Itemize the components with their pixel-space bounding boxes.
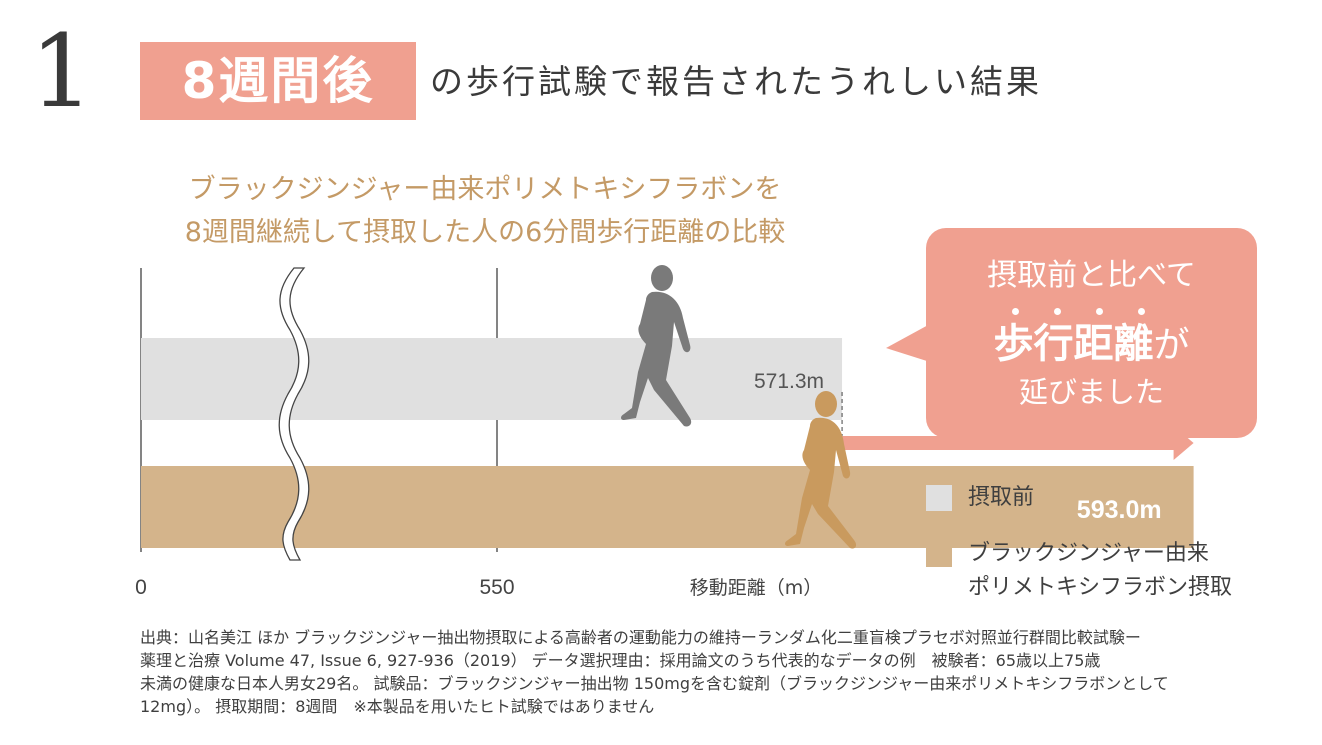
footnote-line-3: 未満の健康な日本人男女29名。 試験品：ブラックジンジャー抽出物 150mgを含… (140, 674, 1169, 693)
walking-person-before-icon (621, 265, 692, 427)
footnote-line-2: 薬理と治療 Volume 47, Issue 6, 927-936（2019） … (140, 651, 1101, 670)
callout-line-1: 摂取前と比べて (987, 258, 1196, 293)
emphasis-dots (926, 308, 1257, 318)
axis-break-mark (278, 267, 310, 561)
subtitle-line-1: ブラックジンジャー由来ポリメトキシフラボンを (188, 174, 782, 205)
bar-before (141, 338, 843, 420)
section-number: 1 (30, 13, 94, 130)
callout-line-2: 歩行距離が (926, 322, 1257, 368)
footnote-line-1: 出典：山名美江 ほか ブラックジンジャー抽出物摂取による高齢者の運動能力の維持ー… (140, 628, 1141, 647)
subtitle-line-2: 8週間継続して摂取した人の6分間歩行距離の比較 (184, 217, 786, 248)
source-footnote: 出典：山名美江 ほか ブラックジンジャー抽出物摂取による高齢者の運動能力の維持ー… (140, 626, 1270, 718)
footnote-line-4: 12mg）。 摂取期間：8週間 ※本製品を用いたヒト試験ではありません (140, 697, 655, 716)
chart-subtitle: ブラックジンジャー由来ポリメトキシフラボンを 8週間継続して摂取した人の6分間歩… (130, 168, 840, 254)
legend-label-after-line-2: ポリメトキシフラボン摂取 (968, 575, 1233, 600)
data-label-after: 593.0m (1077, 496, 1162, 524)
data-label-before: 571.3m (754, 370, 824, 393)
legend-label-before: 摂取前 (968, 485, 1035, 510)
tick-label-0: 0 (135, 576, 147, 599)
legend-swatch-after (926, 541, 952, 567)
callout-pointer (886, 324, 930, 362)
title-badge: 8週間後 (140, 42, 416, 120)
callout-emphasis: 歩行距離 (993, 321, 1154, 367)
bar-after (141, 466, 1194, 548)
callout-line-3: 延びました (1018, 375, 1164, 409)
x-axis-label: 移動距離（m） (690, 577, 823, 599)
legend-swatch-before (926, 485, 952, 511)
callout-bubble: 摂取前と比べて 歩行距離が 延びました (886, 228, 1257, 438)
page-title: の歩行試験で報告されたうれしい結果 (430, 62, 1042, 101)
callout-particle: が (1153, 325, 1190, 366)
legend-label-after-line-1: ブラックジンジャー由来 (968, 541, 1209, 566)
walking-person-after-icon (785, 391, 857, 549)
tick-label-550: 550 (479, 576, 514, 599)
